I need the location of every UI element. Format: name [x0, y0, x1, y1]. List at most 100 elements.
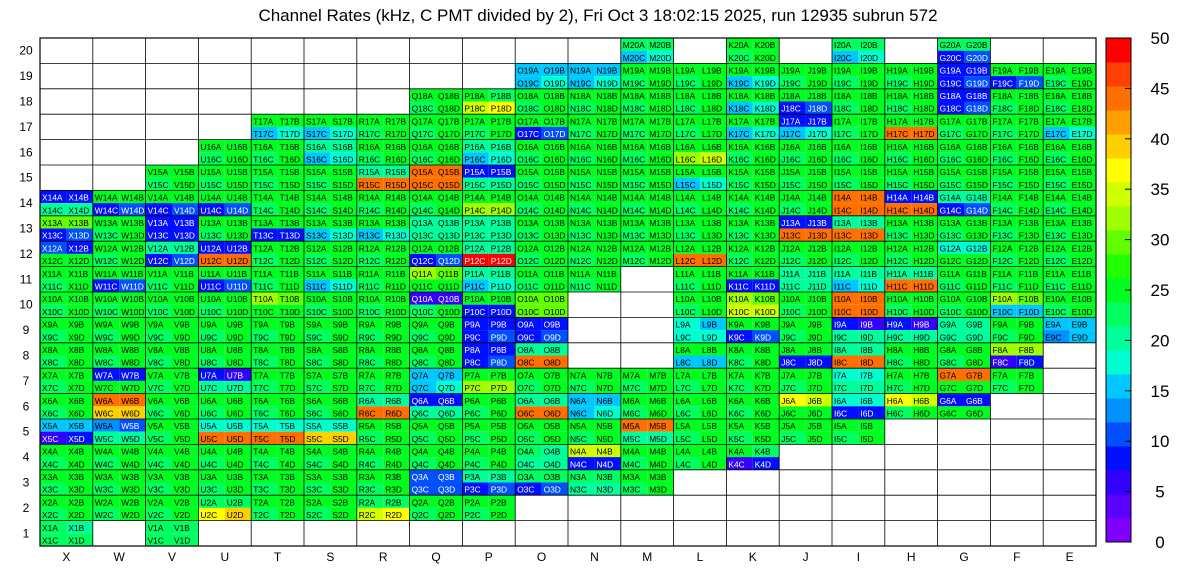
- cell-label-X4B: X4B: [68, 447, 84, 457]
- cell-S4D: [330, 457, 357, 470]
- cell-P3D: [488, 482, 516, 496]
- cell-label-J9D: J9D: [808, 332, 823, 342]
- cell-X7D: [66, 380, 93, 394]
- cell-O8C: [515, 355, 542, 369]
- cell-label-K19A: K19A: [728, 66, 749, 76]
- cell-label-S3A: S3A: [306, 472, 322, 482]
- cell-label-I20A: I20A: [834, 40, 852, 50]
- cell-label-S11B: S11B: [332, 269, 352, 279]
- cell-label-E16B: E16B: [1072, 142, 1093, 152]
- cell-M5D: [647, 431, 674, 445]
- cell-L5A: [673, 419, 700, 432]
- cell-W7A: [92, 368, 120, 381]
- cell-U9B: [224, 317, 252, 331]
- cell-W3A: [92, 469, 120, 483]
- cell-label-O4C: O4C: [517, 459, 534, 469]
- cell-label-V12C: V12C: [148, 256, 169, 266]
- cell-I5B: [858, 419, 885, 432]
- cell-label-J9A: J9A: [781, 320, 796, 330]
- cell-label-W9B: W9B: [121, 320, 140, 330]
- cell-label-L14D: L14D: [702, 205, 722, 215]
- cell-label-X11B: X11B: [68, 269, 88, 279]
- colorbar-segment: [1106, 230, 1131, 255]
- cell-label-V10B: V10B: [174, 294, 195, 304]
- cell-label-E11A: E11A: [1045, 269, 1065, 279]
- cell-label-O16D: O16D: [544, 155, 566, 165]
- cell-label-T5B: T5B: [280, 421, 296, 431]
- cell-label-I11D: I11D: [860, 282, 877, 292]
- cell-M3C: [620, 482, 648, 496]
- cell-L8B: [700, 342, 727, 356]
- cell-label-O16B: O16B: [544, 142, 566, 152]
- cell-label-J17C: J17C: [781, 129, 801, 139]
- cell-P5A: [462, 419, 489, 432]
- cell-label-H19D: H19D: [913, 78, 934, 88]
- cell-label-F16A: F16A: [992, 142, 1012, 152]
- cell-L10D: [700, 304, 727, 318]
- cell-label-O17C: O17C: [517, 129, 539, 139]
- cell-label-K20A: K20A: [728, 40, 749, 50]
- cell-label-Q13A: Q13A: [412, 218, 434, 228]
- cell-label-G13B: G13B: [966, 218, 988, 228]
- cell-label-E13B: E13B: [1072, 218, 1093, 228]
- cell-Q4B: [436, 444, 463, 458]
- cell-label-X9B: X9B: [68, 320, 84, 330]
- cell-label-E9C: E9C: [1045, 332, 1061, 342]
- cell-H6C: [884, 406, 912, 419]
- cell-Q8B: [436, 342, 463, 356]
- cell-label-J8A: J8A: [781, 345, 796, 355]
- cell-label-K20D: K20D: [755, 53, 776, 63]
- cell-label-L18B: L18B: [702, 91, 722, 101]
- cell-label-R4C: R4C: [359, 459, 376, 469]
- cell-T7C: [251, 380, 278, 394]
- cell-H6D: [911, 406, 938, 419]
- cell-W10B: [119, 292, 146, 305]
- cell-label-V7B: V7B: [174, 370, 190, 380]
- cell-U4D: [224, 457, 252, 470]
- cell-label-T16D: T16D: [280, 155, 300, 165]
- cell-R2B: [383, 495, 410, 508]
- cell-label-L19A: L19A: [676, 66, 696, 76]
- cell-label-J15A: J15A: [781, 167, 801, 177]
- cell-label-P9B: P9B: [491, 320, 507, 330]
- cell-label-U3B: U3B: [227, 472, 244, 482]
- cell-label-W5C: W5C: [95, 434, 114, 444]
- cell-label-G11B: G11B: [966, 269, 987, 279]
- cell-M5C: [620, 431, 648, 445]
- cell-H6A: [884, 393, 912, 407]
- cell-label-I10C: I10C: [834, 307, 852, 317]
- cell-F7C: [990, 380, 1017, 394]
- cell-P9A: [462, 317, 489, 331]
- cell-label-O18A: O18A: [517, 91, 539, 101]
- colorbar-segment: [1106, 398, 1131, 423]
- cell-O7C: [515, 380, 542, 394]
- cell-O4A: [515, 444, 542, 458]
- cell-V6D: [172, 406, 199, 419]
- cell-label-W11D: W11D: [121, 282, 144, 292]
- cell-label-R13B: R13B: [385, 218, 406, 228]
- cell-label-G14C: G14C: [940, 205, 962, 215]
- cell-L9B: [700, 317, 727, 331]
- cell-label-U4D: U4D: [227, 459, 244, 469]
- cell-label-H13B: H13B: [913, 218, 934, 228]
- cell-label-L15A: L15A: [676, 167, 696, 177]
- cell-label-Q8B: Q8B: [438, 345, 455, 355]
- cell-label-H17C: H17C: [887, 129, 908, 139]
- cell-label-J8B: J8B: [808, 345, 823, 355]
- cell-R4B: [383, 444, 410, 458]
- cell-V3C: [145, 482, 172, 496]
- cell-K6A: [726, 393, 753, 407]
- cell-label-F12A: F12A: [992, 243, 1012, 253]
- cell-label-T9C: T9C: [253, 332, 269, 342]
- cell-M4C: [620, 457, 648, 470]
- cell-label-L14C: L14C: [676, 205, 696, 215]
- cell-label-N15A: N15A: [570, 167, 591, 177]
- cell-label-G20C: G20C: [940, 53, 962, 63]
- cell-label-K11A: K11A: [728, 269, 748, 279]
- cell-label-L11C: L11C: [676, 282, 695, 292]
- cell-E10C: [1043, 304, 1070, 318]
- cell-O4B: [541, 444, 568, 458]
- cell-P9B: [488, 317, 516, 331]
- cell-label-V12D: V12D: [174, 256, 195, 266]
- cell-N7D: [594, 380, 621, 394]
